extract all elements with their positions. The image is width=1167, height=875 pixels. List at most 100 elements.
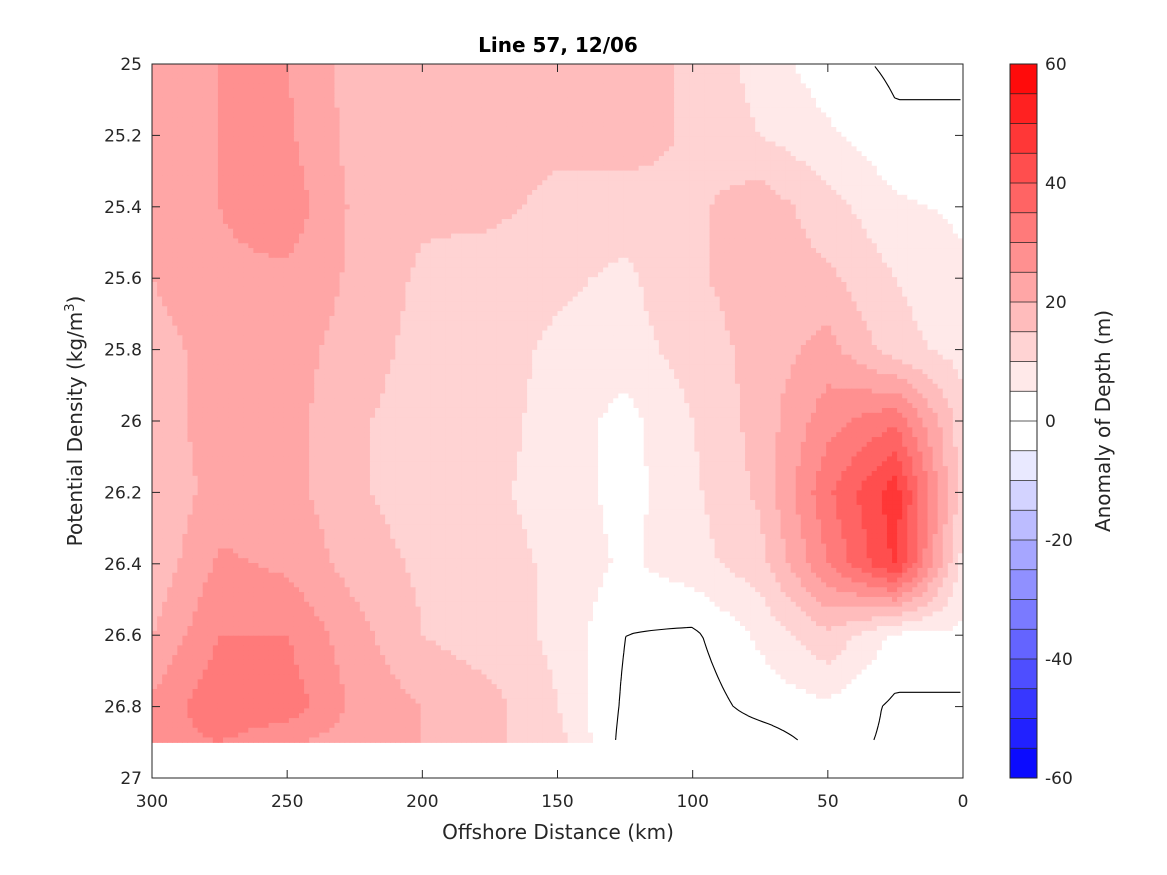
contour-cell [745,122,751,127]
contour-cell [674,74,680,79]
contour-cell [507,74,513,79]
contour-cell [851,190,857,195]
contour-cell [385,185,391,190]
contour-cell [826,117,832,122]
contour-cell [253,122,259,127]
contour-cell [547,98,553,103]
contour-cell [294,69,300,74]
contour-cell [654,127,660,132]
contour-cell [953,175,959,180]
contour-cell [928,209,934,214]
contour-cell [948,132,954,137]
contour-cell [395,108,401,113]
contour-cell [177,166,183,171]
contour-cell [385,69,391,74]
contour-cell [781,117,787,122]
contour-cell [735,190,741,195]
contour-cell [385,137,391,142]
contour-cell [654,88,660,93]
contour-cell [405,103,411,108]
contour-cell [172,132,178,137]
contour-cell [537,185,543,190]
contour-cell [882,122,888,127]
contour-cell [203,190,209,195]
contour-cell [512,83,518,88]
contour-cell [730,142,736,147]
contour-cell [877,98,883,103]
contour-cell [375,127,381,132]
contour-cell [385,156,391,161]
contour-cell [791,83,797,88]
contour-cell [836,185,842,190]
contour-cell [471,117,477,122]
contour-cell [872,98,878,103]
contour-cell [537,142,543,147]
contour-cell [416,69,422,74]
contour-cell [897,88,903,93]
contour-cell [563,142,569,147]
contour-cell [319,108,325,113]
contour-cell [517,108,523,113]
contour-cell [385,195,391,200]
contour-cell [654,156,660,161]
contour-cell [872,108,878,113]
contour-cell [750,83,756,88]
contour-cell [157,93,163,98]
contour-cell [446,93,452,98]
contour-cell [340,151,346,156]
contour-cell [476,185,482,190]
contour-cell [289,171,295,176]
contour-cell [324,146,330,151]
contour-cell [390,132,396,137]
contour-cell [552,200,558,205]
contour-cell [613,185,619,190]
contour-cell [441,200,447,205]
contour-cell [679,127,685,132]
contour-cell [578,132,584,137]
contour-cell [512,185,518,190]
contour-cell [375,156,381,161]
contour-cell [426,175,432,180]
contour-cell [796,74,802,79]
contour-cell [167,200,173,205]
contour-cell [157,200,163,205]
contour-cell [912,74,918,79]
contour-cell [608,88,614,93]
contour-cell [507,103,513,108]
contour-cell [395,127,401,132]
contour-cell [182,151,188,156]
contour-cell [598,98,604,103]
contour-cell [345,142,351,147]
contour-cell [248,185,254,190]
contour-cell [623,112,629,117]
contour-cell [502,64,508,69]
contour-cell [770,117,776,122]
contour-cell [198,214,204,219]
contour-cell [781,122,787,127]
contour-cell [618,112,624,117]
contour-cell [694,69,700,74]
contour-cell [380,156,386,161]
contour-cell [375,93,381,98]
contour-cell [902,190,908,195]
contour-cell [416,185,422,190]
contour-cell [223,137,229,142]
contour-cell [304,209,310,214]
contour-cell [365,156,371,161]
contour-cell [187,88,193,93]
contour-cell [542,79,548,84]
contour-cell [684,132,690,137]
contour-cell [634,93,640,98]
contour-cell [826,195,832,200]
contour-cell [933,137,939,142]
contour-cell [892,132,898,137]
contour-cell [182,122,188,127]
contour-cell [613,108,619,113]
contour-cell [735,108,741,113]
contour-cell [801,200,807,205]
contour-cell [943,127,949,132]
contour-cell [573,190,579,195]
contour-cell [796,79,802,84]
contour-cell [269,205,275,210]
contour-cell [836,93,842,98]
